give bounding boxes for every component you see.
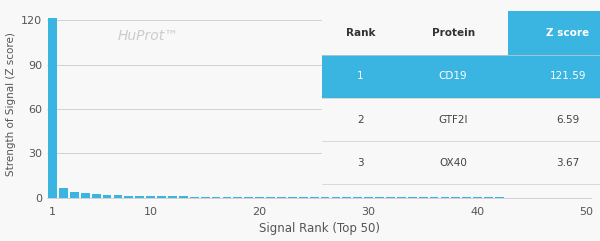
Text: Z score: Z score (546, 28, 589, 38)
Bar (353, 197, 362, 198)
Text: 6.59: 6.59 (556, 114, 579, 125)
Text: HuProt™: HuProt™ (118, 29, 179, 43)
Text: GTF2I: GTF2I (439, 114, 468, 125)
Bar (320, 197, 329, 198)
Bar (255, 197, 264, 198)
Bar (146, 196, 155, 198)
Bar (310, 197, 319, 198)
Bar (343, 197, 351, 198)
Bar (386, 197, 395, 198)
Bar (59, 188, 68, 198)
Bar (277, 197, 286, 198)
Bar (332, 197, 340, 198)
Bar (375, 197, 384, 198)
Bar (48, 18, 57, 198)
Bar (92, 194, 101, 198)
Bar (408, 197, 416, 198)
Text: 121.59: 121.59 (550, 71, 586, 81)
Text: 3: 3 (357, 158, 364, 168)
Bar (288, 197, 297, 198)
Text: 2: 2 (357, 114, 364, 125)
Bar (168, 196, 177, 198)
Bar (266, 197, 275, 198)
Bar (190, 196, 199, 198)
Bar (113, 195, 122, 198)
Bar (397, 197, 406, 198)
Text: Protein: Protein (431, 28, 475, 38)
Bar (157, 196, 166, 198)
Bar (212, 197, 220, 198)
Text: CD19: CD19 (439, 71, 467, 81)
Bar (440, 197, 449, 198)
Bar (136, 196, 144, 198)
Y-axis label: Strength of Signal (Z score): Strength of Signal (Z score) (5, 32, 16, 176)
Bar (201, 197, 209, 198)
X-axis label: Signal Rank (Top 50): Signal Rank (Top 50) (259, 222, 380, 235)
Bar (81, 194, 89, 198)
Text: OX40: OX40 (439, 158, 467, 168)
Bar (103, 195, 112, 198)
Text: 3.67: 3.67 (556, 158, 579, 168)
Bar (233, 197, 242, 198)
Bar (299, 197, 308, 198)
Text: 1: 1 (357, 71, 364, 81)
Bar (244, 197, 253, 198)
Bar (124, 195, 133, 198)
Bar (430, 197, 439, 198)
Bar (364, 197, 373, 198)
Text: Rank: Rank (346, 28, 375, 38)
Bar (223, 197, 232, 198)
Bar (70, 192, 79, 198)
Bar (419, 197, 428, 198)
Bar (179, 196, 188, 198)
